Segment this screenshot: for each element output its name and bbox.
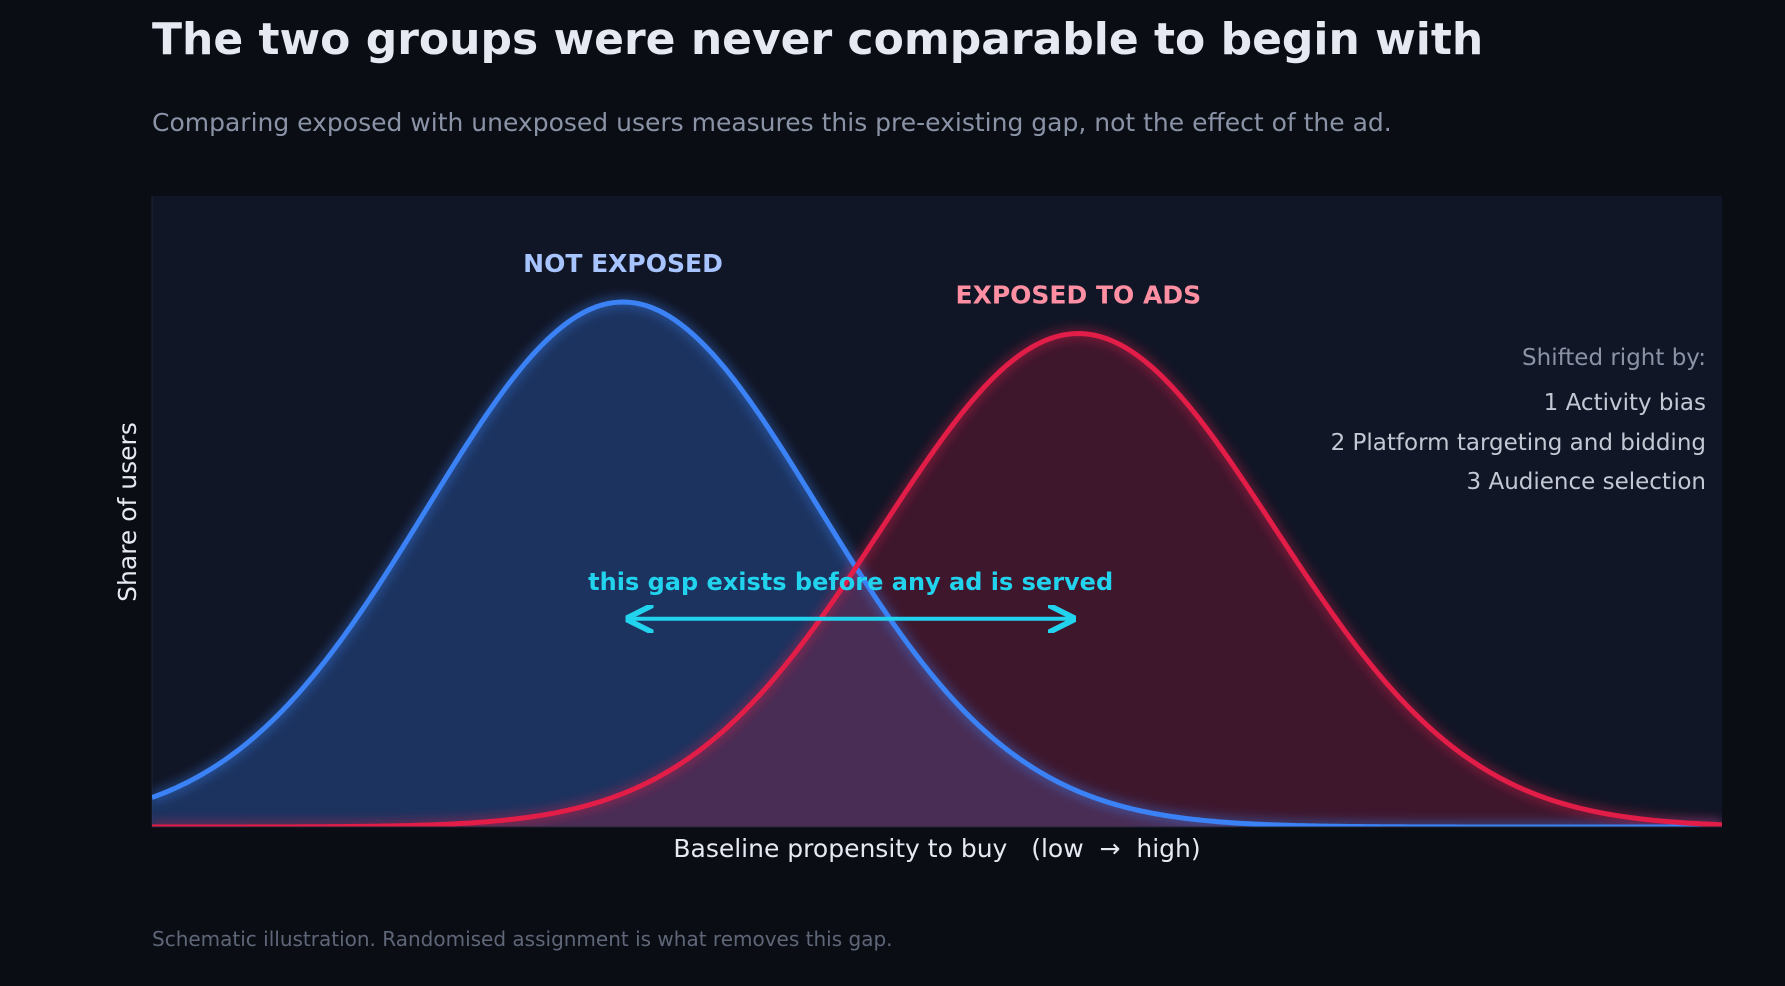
shift-item-1: 1 Activity bias <box>1544 390 1706 416</box>
exposed-curve <box>152 331 1722 827</box>
chart-title: The two groups were never comparable to … <box>152 14 1484 65</box>
not-exposed-label: NOT EXPOSED <box>523 249 723 278</box>
shift-heading: Shifted right by: <box>1522 345 1706 371</box>
overlap-area <box>152 569 1722 827</box>
shift-item-3: 3 Audience selection <box>1467 469 1706 495</box>
x-axis-label: Baseline propensity to buy (low → high) <box>673 834 1200 863</box>
gap-label: this gap exists before any ad is served <box>588 568 1113 596</box>
shift-item-2: 2 Platform targeting and bidding <box>1331 430 1706 456</box>
exposed-area <box>152 333 1722 827</box>
not-exposed-area <box>152 302 1722 827</box>
y-axis-label: Share of users <box>113 422 142 602</box>
footnote: Schematic illustration. Randomised assig… <box>152 927 893 951</box>
exposed-label: EXPOSED TO ADS <box>956 281 1202 310</box>
chart-subtitle: Comparing exposed with unexposed users m… <box>152 108 1392 137</box>
